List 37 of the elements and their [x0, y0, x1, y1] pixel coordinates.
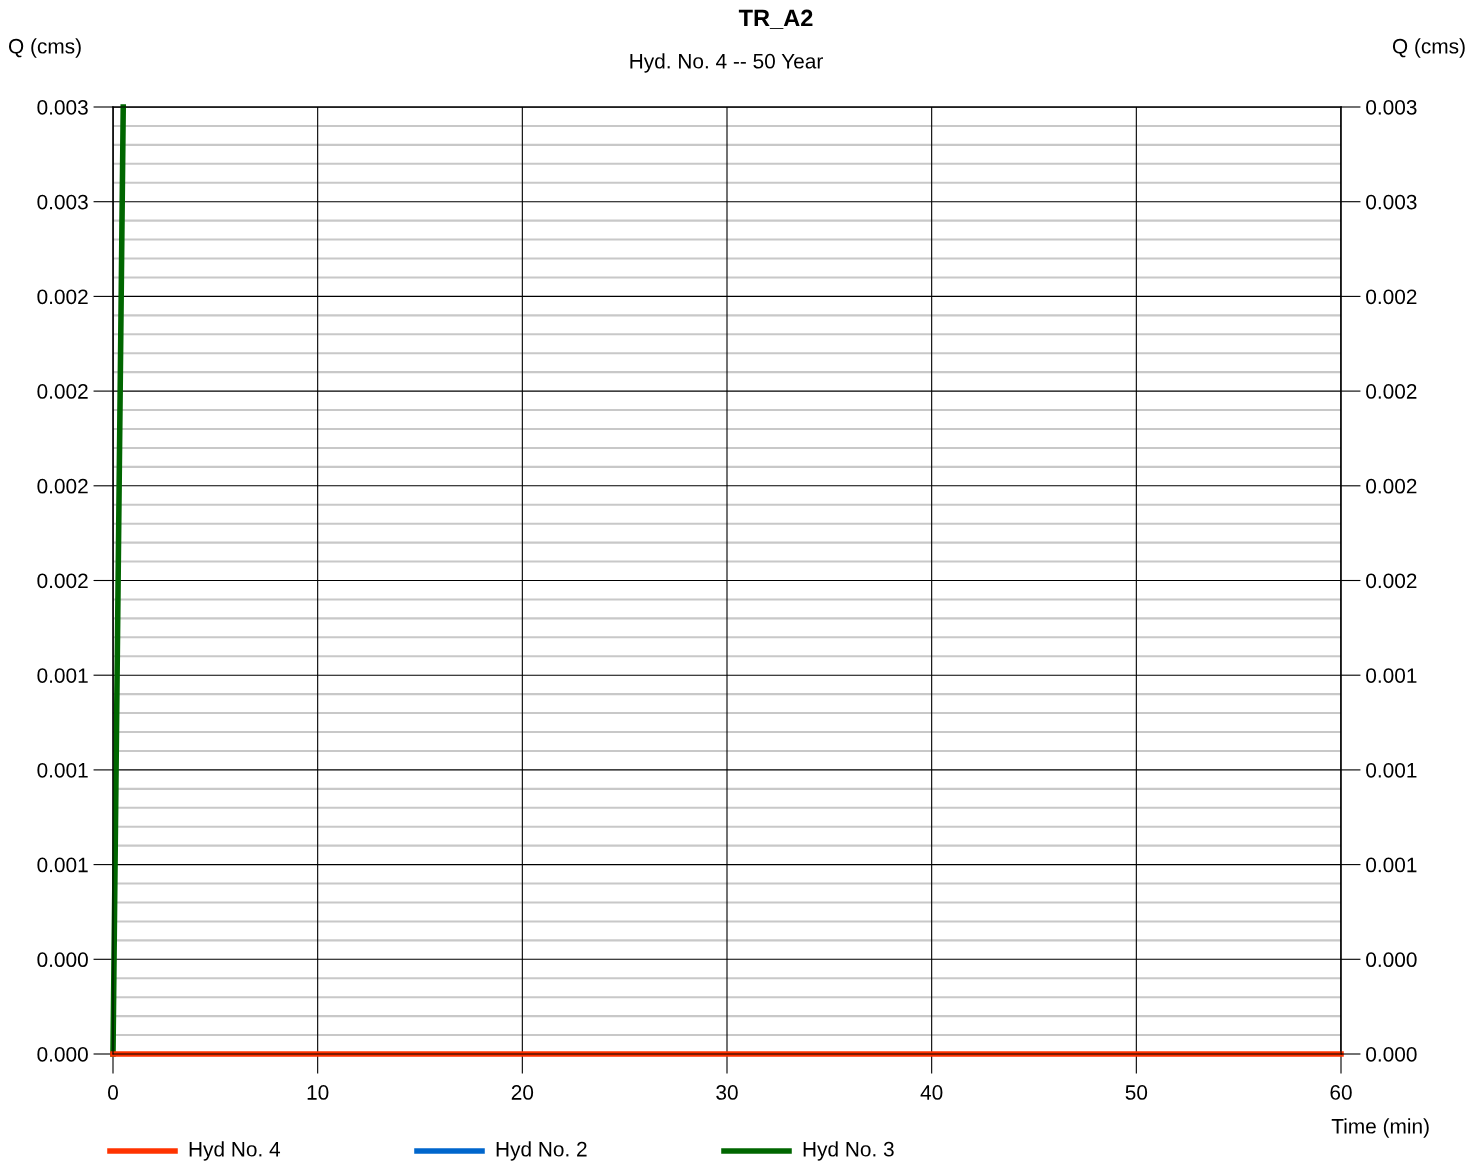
legend-label: Hyd No. 4 — [189, 1141, 281, 1161]
y-tick-label: 0.003 — [37, 100, 88, 115]
y-tick-label: 0.001 — [37, 762, 88, 778]
y-axis-title: Q (cms) — [8, 38, 81, 58]
chart-subtitle: Hyd. No. 4 -- 50 Year — [630, 53, 823, 73]
y-tick-label: 0.002 — [37, 289, 88, 305]
x-tick-label: 50 — [1125, 1085, 1148, 1100]
y2-axis-title: Q (cms) — [1392, 38, 1465, 58]
chart-title: TR_A2 — [738, 9, 813, 29]
x-tick-label: 40 — [920, 1085, 943, 1100]
y-tick-label: 0.002 — [37, 573, 88, 589]
y2-tick-label: 0.000 — [1366, 1047, 1417, 1062]
x-tick-label: 10 — [307, 1085, 329, 1100]
y2-tick-label: 0.003 — [1366, 194, 1417, 210]
y2-tick-label: 0.001 — [1366, 668, 1417, 683]
y-tick-label: 0.003 — [37, 194, 88, 210]
y2-tick-label: 0.000 — [1366, 952, 1417, 968]
x-tick-label: 0 — [108, 1085, 118, 1100]
x-tick-label: 30 — [716, 1085, 738, 1100]
legend-label: Hyd No. 2 — [496, 1141, 587, 1161]
y-tick-label: 0.000 — [37, 1047, 88, 1062]
y-tick-label: 0.002 — [37, 478, 88, 494]
y-tick-label: 0.001 — [37, 668, 88, 683]
y2-tick-label: 0.002 — [1366, 478, 1417, 494]
x-axis-title: Time (min) — [1331, 1118, 1429, 1138]
y-tick-label: 0.001 — [37, 857, 88, 873]
y2-tick-label: 0.002 — [1366, 289, 1417, 305]
y2-tick-label: 0.001 — [1366, 857, 1417, 873]
y2-tick-label: 0.003 — [1366, 100, 1417, 115]
y2-tick-label: 0.002 — [1366, 573, 1417, 589]
x-tick-label: 60 — [1330, 1085, 1352, 1100]
legend-label: Hyd No. 3 — [803, 1141, 894, 1161]
x-tick-label: 20 — [511, 1085, 534, 1100]
y2-tick-label: 0.002 — [1366, 384, 1417, 399]
y2-tick-label: 0.001 — [1366, 762, 1417, 778]
y-tick-label: 0.000 — [37, 952, 88, 968]
y-tick-label: 0.002 — [37, 384, 88, 399]
